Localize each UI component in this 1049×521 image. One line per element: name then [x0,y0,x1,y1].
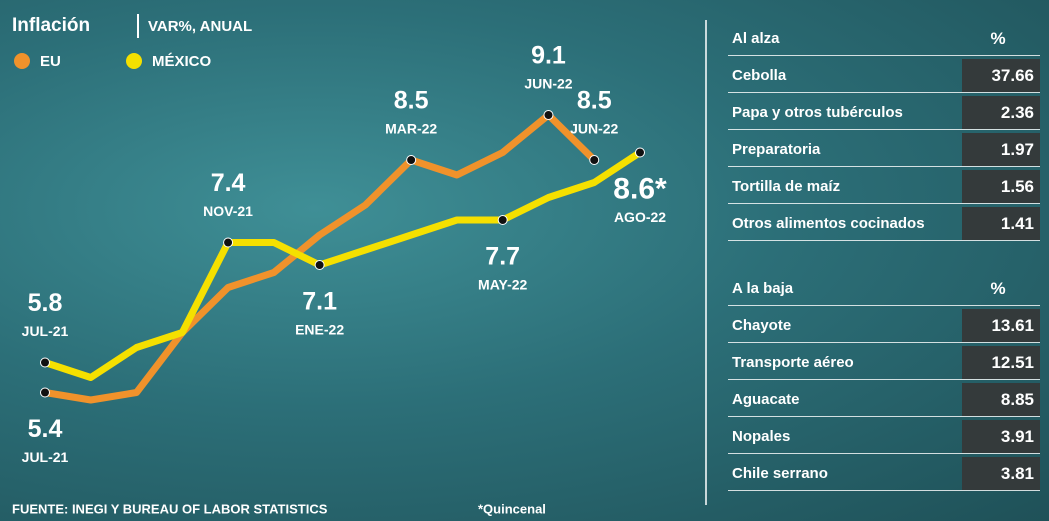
value-label: 7.1 [302,288,337,316]
item-value: 1.41 [962,207,1040,240]
legend-label: MÉXICO [152,53,212,70]
item-value: 2.36 [962,96,1040,129]
value-label: 8.5 [577,87,612,115]
item-name: Preparatoria [728,141,962,158]
infographic: Inflación VAR%, ANUAL FUENTE: INEGI Y BU… [0,0,1049,521]
item-value: 3.81 [962,457,1040,490]
header-label: A la baja [728,280,962,297]
value-label: 8.5 [394,87,429,115]
item-name: Otros alimentos cocinados [728,215,962,232]
table-header: Al alza% [728,22,1040,56]
value-label: 5.4 [28,415,63,443]
legend-label: EU [40,53,61,70]
item-name: Aguacate [728,391,962,408]
item-name: Chayote [728,317,962,334]
item-name: Cebolla [728,67,962,84]
point-marker [636,148,645,157]
footnote: *Quincenal [478,501,546,516]
date-label: ENE-22 [295,322,344,338]
point-marker [41,358,50,367]
item-name: Papa y otros tubérculos [728,104,962,121]
value-label: 5.8 [28,289,63,317]
date-label: MAY-22 [478,277,528,293]
date-label: JUL-21 [22,449,69,465]
header-unit: % [962,22,1040,55]
chart-title: Inflación [12,15,90,36]
legend-swatch [126,53,142,69]
point-marker [407,156,416,165]
point-marker [590,156,599,165]
item-value: 13.61 [962,309,1040,342]
date-label: JUL-21 [22,323,69,339]
value-label: 9.1 [531,42,566,70]
point-marker [498,216,507,225]
date-label: JUN-22 [524,76,572,92]
table-header: A la baja% [728,272,1040,306]
item-value: 37.66 [962,59,1040,92]
item-name: Chile serrano [728,465,962,482]
point-marker [224,238,233,247]
point-marker [315,261,324,270]
item-value: 8.85 [962,383,1040,416]
header-unit: % [962,272,1040,305]
item-name: Transporte aéreo [728,354,962,371]
item-value: 1.56 [962,170,1040,203]
date-label: AGO-22 [614,209,666,225]
item-name: Tortilla de maíz [728,178,962,195]
header-label: Al alza [728,30,962,47]
item-value: 3.91 [962,420,1040,453]
date-label: MAR-22 [385,121,437,137]
source: FUENTE: INEGI Y BUREAU OF LABOR STATISTI… [12,501,328,516]
value-label: 7.4 [211,169,246,197]
item-value: 12.51 [962,346,1040,379]
item-value: 1.97 [962,133,1040,166]
legend-swatch [14,53,30,69]
date-label: JUN-22 [570,121,618,137]
series-line [45,153,640,378]
chart-subtitle: VAR%, ANUAL [148,18,252,35]
point-marker [544,111,553,120]
point-marker [41,388,50,397]
item-name: Nopales [728,428,962,445]
date-label: NOV-21 [203,203,253,219]
value-label: 7.7 [485,243,520,271]
value-label: 8.6* [613,172,667,205]
